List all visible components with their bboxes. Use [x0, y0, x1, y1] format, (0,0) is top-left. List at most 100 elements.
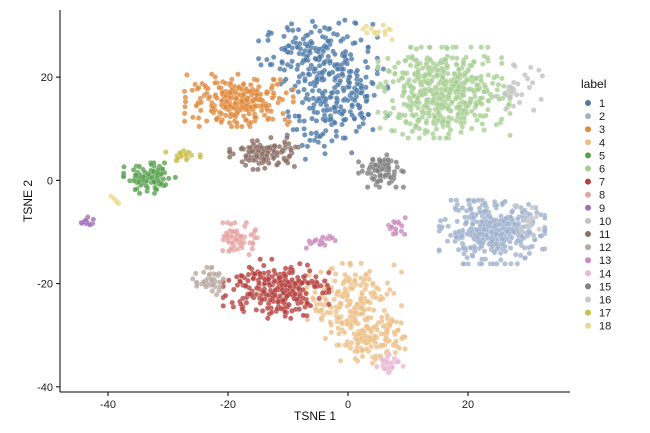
- x-tick-label: 0: [345, 399, 351, 411]
- data-point: [463, 220, 469, 226]
- data-point: [181, 118, 188, 125]
- data-point: [341, 329, 348, 336]
- data-point: [220, 303, 226, 309]
- data-point: [393, 338, 399, 344]
- data-point: [265, 276, 272, 283]
- data-point: [354, 81, 361, 87]
- data-point: [519, 233, 525, 240]
- data-point: [358, 90, 365, 96]
- data-point: [279, 297, 286, 304]
- data-point: [218, 119, 224, 125]
- data-point: [358, 37, 364, 43]
- data-point: [481, 89, 488, 95]
- data-point: [529, 204, 536, 211]
- data-point: [382, 172, 389, 178]
- data-point: [495, 81, 502, 88]
- data-point: [359, 114, 366, 120]
- data-point: [444, 238, 451, 244]
- data-point: [447, 232, 454, 239]
- data-point: [383, 151, 390, 158]
- data-point: [328, 116, 334, 122]
- data-point: [284, 61, 291, 68]
- data-point: [303, 95, 309, 102]
- data-point: [454, 94, 460, 100]
- data-point: [436, 102, 443, 108]
- data-point: [203, 118, 210, 124]
- data-point: [277, 292, 284, 299]
- data-point: [389, 97, 396, 104]
- data-point: [479, 121, 486, 127]
- data-point: [251, 228, 258, 234]
- data-point: [132, 186, 138, 193]
- data-point: [530, 233, 537, 239]
- data-point: [347, 313, 354, 320]
- data-point: [464, 254, 470, 261]
- data-point: [234, 282, 241, 288]
- data-point: [333, 308, 340, 315]
- data-point: [258, 62, 264, 68]
- data-point: [515, 220, 522, 227]
- data-point: [502, 260, 508, 267]
- data-point: [374, 167, 381, 174]
- data-point: [231, 112, 238, 118]
- data-point: [526, 84, 533, 91]
- series-13: [303, 214, 409, 251]
- data-point: [413, 123, 420, 130]
- series-17: [162, 147, 203, 164]
- data-point: [493, 121, 500, 128]
- data-point: [401, 84, 407, 91]
- data-point: [529, 80, 536, 86]
- data-point: [246, 157, 253, 164]
- data-point: [348, 286, 355, 292]
- data-point: [363, 84, 369, 91]
- data-point: [209, 288, 215, 294]
- data-point: [380, 66, 387, 72]
- data-point: [354, 67, 361, 74]
- data-point: [436, 135, 443, 141]
- data-point: [485, 44, 491, 51]
- data-point: [371, 92, 378, 99]
- data-point: [453, 61, 460, 68]
- data-point: [473, 75, 479, 82]
- data-point: [413, 46, 420, 52]
- data-point: [509, 85, 516, 92]
- data-point: [410, 85, 417, 91]
- data-point: [345, 278, 352, 284]
- data-point: [355, 158, 362, 165]
- data-point: [525, 201, 532, 208]
- data-point: [349, 112, 356, 118]
- data-point: [389, 364, 396, 371]
- data-point: [453, 44, 459, 51]
- data-point: [342, 17, 348, 23]
- data-point: [213, 116, 220, 122]
- data-point: [482, 84, 489, 90]
- data-point: [110, 195, 117, 202]
- data-point: [247, 119, 254, 126]
- data-point: [298, 299, 305, 306]
- data-point: [539, 73, 546, 79]
- data-point: [381, 366, 388, 372]
- data-point: [310, 105, 316, 111]
- data-point: [332, 74, 339, 81]
- data-point: [401, 101, 407, 108]
- data-point: [457, 120, 464, 126]
- data-point: [254, 77, 260, 83]
- data-point: [319, 75, 325, 81]
- data-point: [235, 71, 241, 77]
- data-point: [371, 29, 378, 36]
- data-point: [348, 90, 355, 96]
- data-point: [251, 271, 258, 277]
- data-point: [340, 87, 347, 94]
- data-point: [303, 245, 310, 251]
- data-point: [508, 260, 514, 267]
- y-tick-label: -40: [37, 382, 53, 394]
- data-point: [212, 80, 218, 86]
- data-point: [200, 269, 207, 276]
- data-point: [366, 334, 373, 341]
- data-point: [312, 83, 318, 89]
- data-point: [255, 38, 262, 44]
- data-point: [271, 76, 277, 83]
- data-point: [383, 358, 390, 365]
- x-axis-title: TSNE 1: [294, 409, 336, 423]
